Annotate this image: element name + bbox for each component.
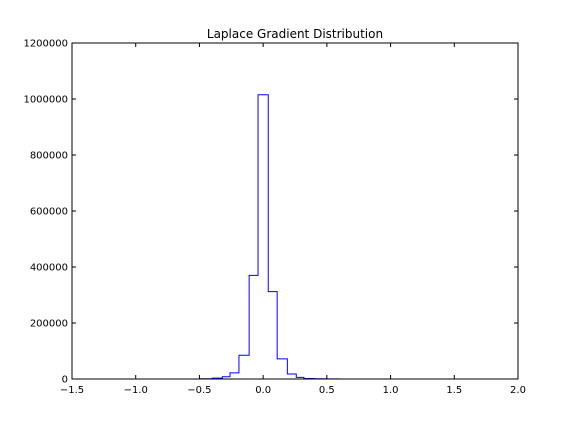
x-tick-label: −1.0 — [124, 385, 148, 396]
x-tick-label: 1.5 — [446, 385, 462, 396]
y-tick-label: 400000 — [30, 263, 68, 274]
y-tick-label: 600000 — [30, 207, 68, 218]
histogram-bin — [239, 355, 249, 379]
x-tick-label: −0.5 — [187, 385, 211, 396]
x-tick-label: 0.0 — [255, 385, 271, 396]
histogram-bin — [268, 292, 277, 379]
axes-frame — [72, 43, 518, 379]
y-tick-label: 1000000 — [23, 95, 68, 106]
histogram-bin — [249, 275, 258, 379]
histogram-bin — [258, 95, 268, 379]
histogram-bin — [230, 373, 239, 379]
y-tick-label: 1200000 — [23, 39, 68, 50]
y-tick-label: 200000 — [30, 319, 68, 330]
x-tick-label: 0.5 — [319, 385, 335, 396]
histogram-bin — [277, 359, 287, 379]
y-tick-label: 0 — [62, 375, 68, 386]
plot-area: −1.5 −1.0 −0.5 0.0 0.5 1.0 1.5 2.0 0 200000 400000… — [23, 39, 526, 397]
y-tick-label: 800000 — [30, 151, 68, 162]
x-tick-label: 2.0 — [510, 385, 526, 396]
x-tick-label: −1.5 — [60, 385, 84, 396]
chart-title: Laplace Gradient Distribution — [207, 27, 383, 41]
histogram-step-line — [99, 95, 475, 379]
histogram-bin — [287, 374, 296, 379]
x-tick-label: 1.0 — [383, 385, 399, 396]
